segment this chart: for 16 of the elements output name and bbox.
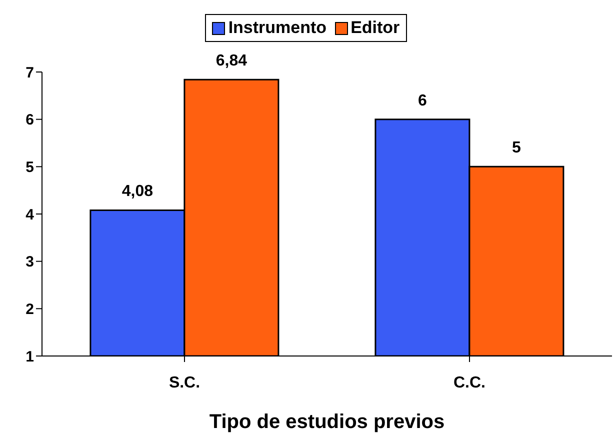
- data-label: 4,08: [122, 183, 154, 200]
- data-label: 5: [512, 140, 521, 157]
- y-tick-label: 1: [26, 348, 34, 366]
- x-tick-label: C.C.: [454, 374, 486, 392]
- x-tick-label: S.C.: [168, 374, 200, 392]
- y-tick-label: 6: [26, 112, 34, 129]
- data-label: 6,84: [216, 52, 248, 70]
- x-axis-title: Tipo de estudios previos: [209, 411, 445, 433]
- y-tick-label: 3: [26, 254, 34, 271]
- y-tick-label: 4: [26, 206, 35, 224]
- data-label: 6: [418, 92, 427, 110]
- legend-label: Instrumento: [227, 18, 327, 38]
- y-tick-label: 5: [26, 158, 34, 176]
- y-tick-label: 7: [26, 64, 34, 82]
- legend-label: Editor: [350, 18, 400, 38]
- y-tick-label: 2: [26, 300, 34, 318]
